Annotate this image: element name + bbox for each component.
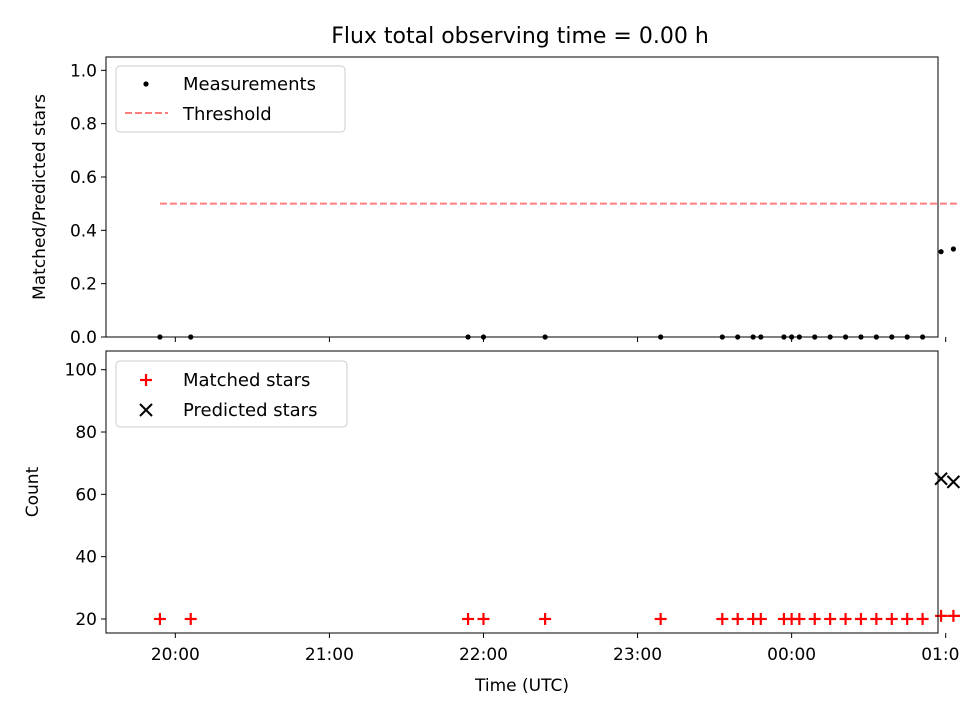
legend-matched-marker [140, 374, 152, 386]
matched-star-marker [901, 612, 914, 625]
y-tick-label: 0.0 [70, 328, 97, 348]
y-tick-label: 0.8 [70, 115, 97, 135]
y-tick-label: 100 [65, 361, 97, 381]
matched-star-marker [462, 612, 475, 625]
bottom-panel-y-ticks: 20 40 60 80 100 [65, 361, 106, 630]
legend-predicted-label: Predicted stars [183, 400, 317, 421]
top-panel-legend: Measurements Threshold [115, 65, 346, 133]
bottom-panel-x-ticks: 20:0021:0022:0023:0000:0001:0002:0003:00… [151, 633, 960, 665]
bottom-panel-frame [105, 350, 939, 634]
y-tick-label: 0.4 [70, 221, 97, 241]
matched-stars-layer [153, 609, 960, 625]
x-tick-label: 23:00 [613, 645, 662, 665]
bottom-panel-y-axis-label: Count [23, 466, 43, 517]
matched-star-marker [716, 612, 729, 625]
y-tick-label: 20 [75, 610, 97, 630]
matched-star-marker [654, 612, 667, 625]
chart-title: Flux total observing time = 0.00 h [331, 24, 709, 49]
matched-star-marker [935, 609, 948, 622]
x-tick-label: 21:00 [305, 645, 354, 665]
predicted-stars-layer [934, 472, 960, 489]
y-tick-label: 1.0 [70, 61, 97, 81]
y-tick-label: 60 [75, 485, 97, 505]
matched-star-marker [839, 612, 852, 625]
legend-box [115, 65, 346, 133]
matched-star-marker [731, 612, 744, 625]
matched-star-marker [539, 612, 552, 625]
y-tick-label: 80 [75, 423, 97, 443]
matched-star-marker [916, 612, 929, 625]
y-tick-label: 40 [75, 548, 97, 568]
matched-star-marker [477, 612, 490, 625]
top-panel-frame [105, 56, 939, 338]
matched-star-marker [793, 612, 806, 625]
legend-threshold-label: Threshold [182, 104, 272, 125]
top-panel-x-ticks [174, 337, 947, 342]
measurement-point [938, 249, 944, 255]
x-tick-label: 22:00 [459, 645, 508, 665]
legend-predicted-marker [139, 403, 153, 417]
matched-star-marker [184, 612, 197, 625]
x-tick-label: 01:00 [921, 645, 960, 665]
matched-star-marker [153, 612, 166, 625]
top-panel-y-axis-label: Matched/Predicted stars [30, 94, 50, 300]
matched-star-marker [754, 612, 767, 625]
matched-star-marker [947, 609, 960, 622]
bottom-panel-legend: Matched stars Predicted stars [115, 360, 348, 428]
predicted-star-marker [934, 472, 948, 486]
matched-star-marker [870, 612, 883, 625]
y-tick-label: 0.6 [70, 168, 97, 188]
x-tick-label: 20:00 [151, 645, 200, 665]
matched-star-marker [854, 612, 867, 625]
x-axis-label: Time (UTC) [474, 676, 569, 696]
predicted-star-marker [946, 475, 960, 489]
legend-box [115, 360, 348, 428]
matched-star-marker [885, 612, 898, 625]
legend-measurements-label: Measurements [183, 74, 316, 95]
top-panel: 0.0 0.2 0.4 0.6 0.8 1.0 Matched/Predicted sta… [30, 56, 960, 348]
top-panel-y-ticks: 0.0 0.2 0.4 0.6 0.8 1.0 [70, 61, 106, 348]
x-tick-label: 00:00 [767, 645, 816, 665]
measurement-point [950, 246, 957, 252]
legend-matched-label: Matched stars [183, 370, 310, 391]
matched-star-marker [808, 612, 821, 625]
legend-measurements-marker [143, 81, 149, 87]
bottom-panel: 20 40 60 80 100 20:00 21:00 22:00 23:00 00:00 01:… [23, 350, 960, 665]
matched-star-marker [824, 612, 837, 625]
y-tick-label: 0.2 [70, 275, 97, 295]
